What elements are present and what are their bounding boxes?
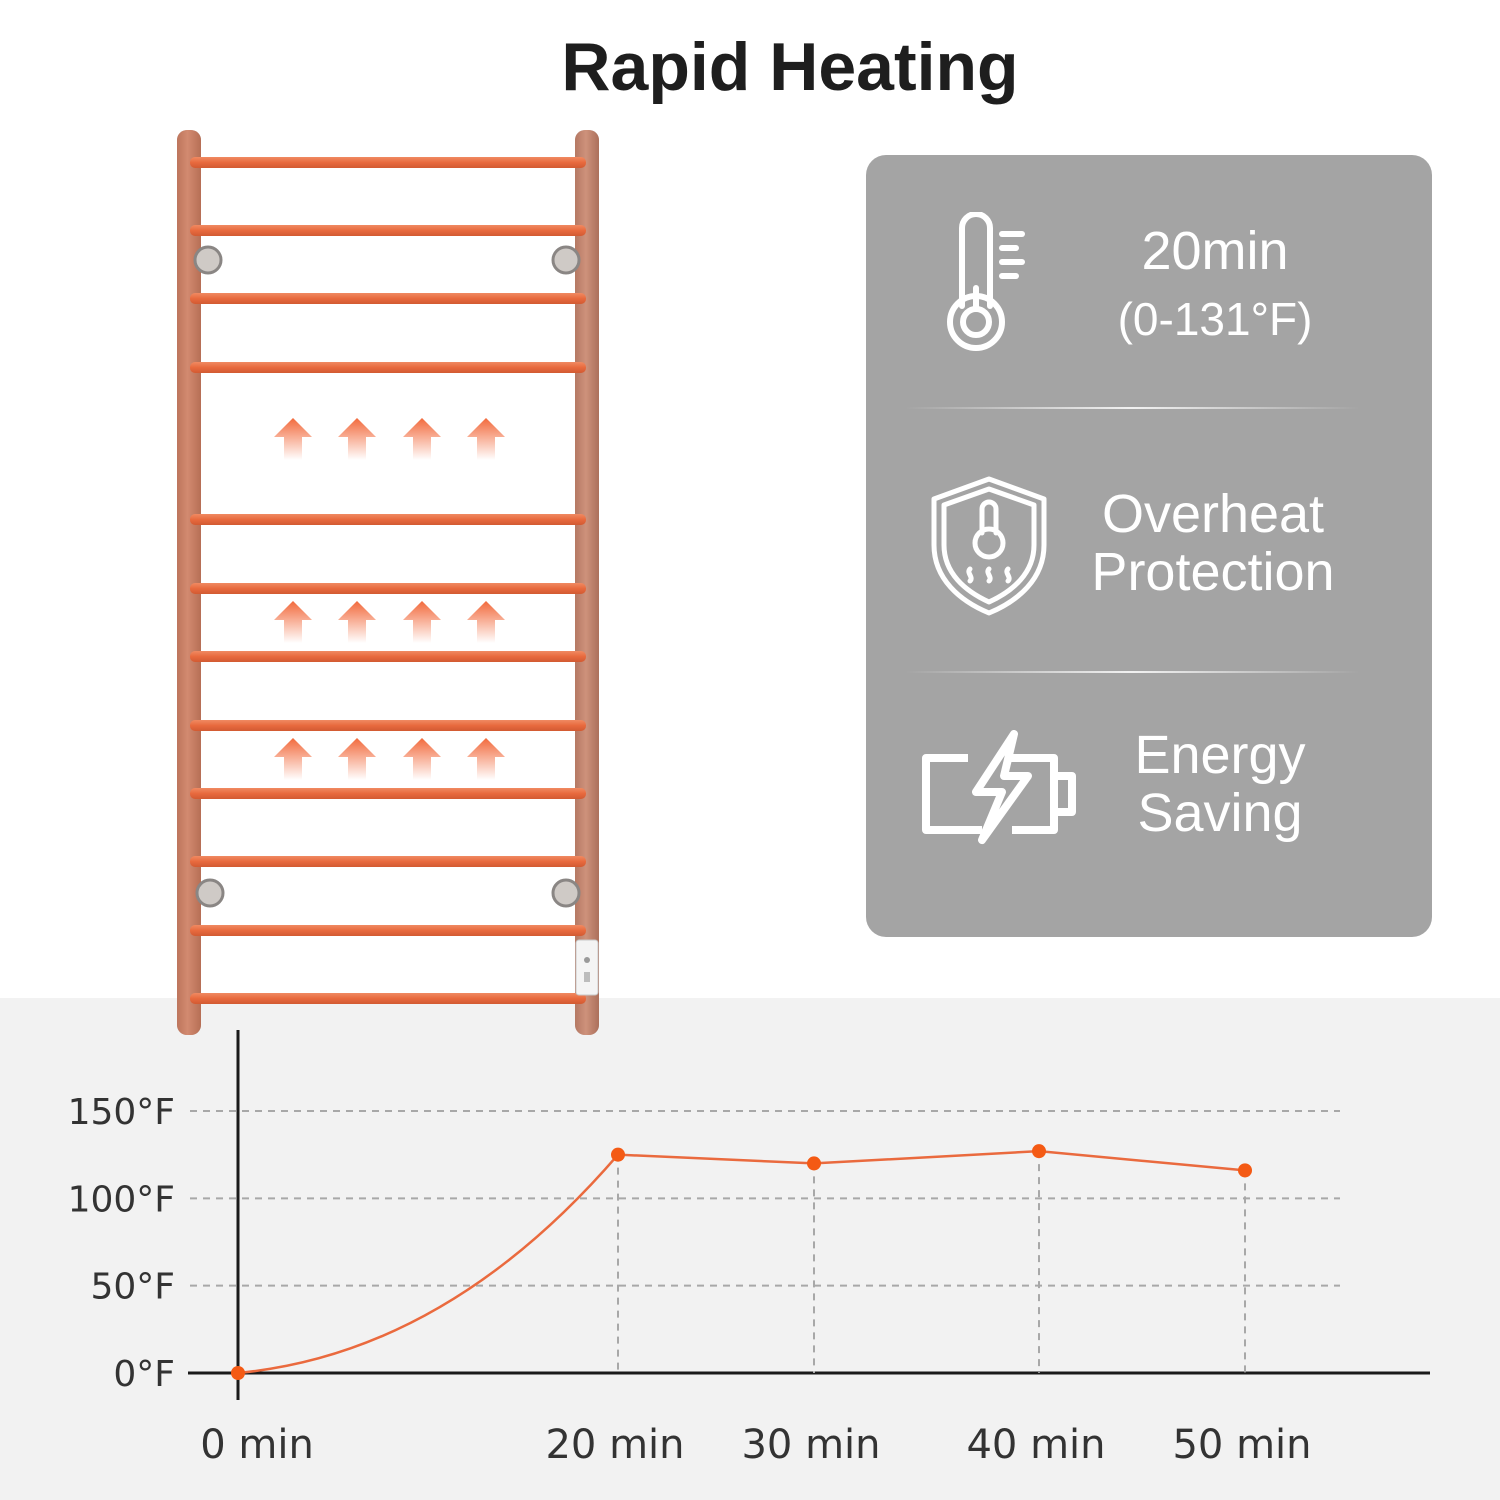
feature-overheat-line2: Protection <box>1091 542 1335 602</box>
y-tick-label: 150°F <box>68 1092 175 1133</box>
feature-overheat-line1: Overheat <box>1101 484 1325 544</box>
feature-heating-time: 20min (0-131°F) <box>1070 222 1360 348</box>
battery-bolt-icon <box>922 730 1076 844</box>
data-point <box>231 1366 245 1380</box>
thermometer-icon <box>947 212 1025 351</box>
series-line <box>237 1149 1246 1375</box>
y-tick-label: 50°F <box>90 1267 175 1308</box>
feature-energy-line1: Energy <box>1134 725 1306 785</box>
y-tick-label: 0°F <box>113 1354 175 1395</box>
feature-heating-time-range: (0-131°F) <box>1117 293 1313 345</box>
data-point <box>611 1147 625 1162</box>
feature-energy: Energy Saving <box>1075 726 1365 842</box>
x-tick-label: 0 min <box>200 1422 314 1468</box>
shield-thermometer-icon <box>931 476 1047 616</box>
data-point <box>1032 1144 1046 1159</box>
feature-divider <box>905 407 1360 409</box>
feature-energy-line2: Saving <box>1137 783 1303 843</box>
x-tick-label: 20 min <box>545 1422 684 1468</box>
data-point <box>1238 1163 1252 1178</box>
feature-heating-time-value: 20min <box>1141 221 1289 281</box>
floor-background <box>0 998 1500 1500</box>
x-tick-label: 30 min <box>741 1422 880 1468</box>
y-tick-label: 100°F <box>68 1179 175 1220</box>
x-tick-label: 40 min <box>966 1422 1105 1468</box>
page-title: Rapid Heating <box>561 29 1019 105</box>
feature-overheat: Overheat Protection <box>1068 485 1358 601</box>
feature-divider <box>905 671 1360 673</box>
x-tick-label: 50 min <box>1172 1422 1311 1468</box>
data-point <box>807 1156 821 1171</box>
